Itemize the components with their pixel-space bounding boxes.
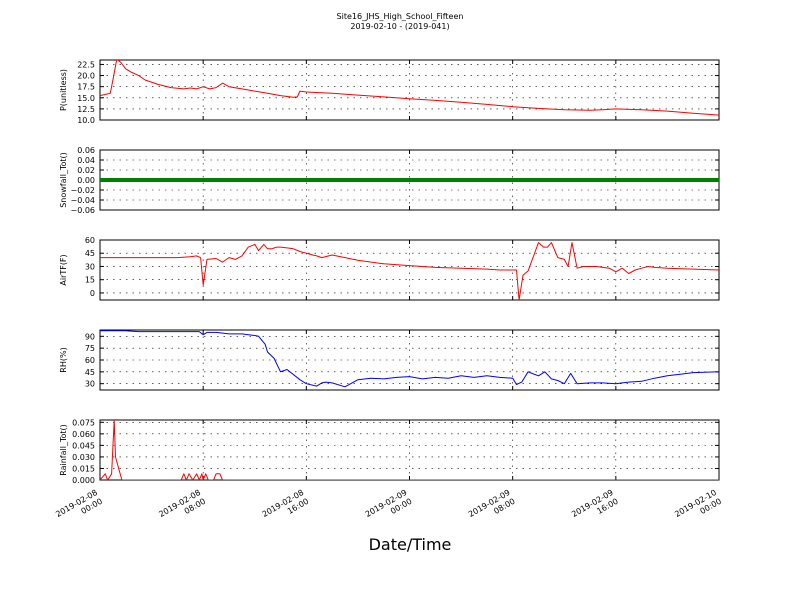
chart-title: Site16_JHS_High_School_Fifteen (337, 12, 464, 21)
y-tick-label: 0.06 (77, 146, 95, 155)
y-tick-label: 30 (85, 380, 95, 389)
y-tick-label: 0.000 (72, 476, 95, 485)
y-tick-label: 0.00 (77, 176, 95, 185)
chart-subtitle: 2019-02-10 - (2019-041) (350, 22, 449, 31)
y-tick-label: 22.5 (77, 60, 95, 69)
y-tick-label: 90 (85, 332, 95, 341)
y-axis-label: Rainfall_Tot() (59, 424, 68, 476)
x-tick-label: 2019-02-0800:00 (54, 488, 104, 528)
subplot-2: 0.060.040.020.00−0.02−0.04−0.06Snowfall_… (59, 146, 720, 215)
y-tick-label: 17.5 (77, 83, 95, 92)
series-line (100, 60, 719, 116)
plot-frame (99, 239, 720, 301)
y-axis-label: RH(%) (59, 347, 68, 372)
y-tick-label: 0.02 (77, 166, 95, 175)
x-tick-label: 2019-02-1000:00 (673, 488, 723, 528)
subplot-3: 60 45 30 15 0 AirTF(F) (59, 236, 720, 301)
plot-frame (99, 59, 720, 121)
y-tick-label: 30 (85, 262, 95, 271)
plot-frame (99, 419, 720, 481)
y-tick-label: 0.075 (72, 418, 95, 427)
series-line (100, 330, 719, 388)
series-line (100, 242, 719, 300)
subplot-5: 0.075 0.060 0.045 0.030 0.015 0.000 Rainfall_T… (59, 418, 720, 485)
y-tick-label: 0 (90, 289, 95, 298)
y-axis-label: Snowfall_Tot() (59, 152, 68, 208)
y-tick-label: 0.015 (72, 464, 95, 473)
subplots: 10.012.515.017.520.022.5P(unitless)0.060… (59, 59, 720, 485)
y-axis-label: AirTF(F) (59, 254, 68, 285)
y-axis-label: P(unitless) (59, 69, 68, 111)
y-tick-label: 0.060 (72, 430, 95, 439)
series-line (100, 420, 719, 480)
y-tick-label: −0.04 (70, 196, 95, 205)
subplot-1: 10.0 12.5 15.0 17.5 20.0 22.5 P(unitless) (59, 59, 720, 125)
x-tick-label: 2019-02-0900:00 (364, 488, 414, 528)
y-tick-label: 12.5 (77, 105, 95, 114)
y-tick-label: 60 (85, 236, 95, 245)
x-tick-label: 2019-02-0916:00 (570, 488, 620, 528)
subplot-4: 90 75 60 45 30 RH(%) (59, 329, 720, 391)
x-tick-label: 2019-02-0808:00 (157, 488, 207, 528)
y-tick-label: 45 (85, 368, 95, 377)
x-tick-label: 2019-02-0816:00 (261, 488, 311, 528)
y-tick-label: 0.030 (72, 453, 95, 462)
plot-frame (99, 329, 720, 391)
y-tick-label: −0.06 (70, 206, 95, 215)
y-tick-label: 10.0 (77, 116, 95, 125)
y-tick-label: 60 (85, 356, 95, 365)
y-tick-label: −0.02 (70, 186, 95, 195)
y-tick-label: 20.0 (77, 72, 95, 81)
x-axis-label: Date/Time (369, 535, 452, 554)
y-tick-label: 0.045 (72, 441, 95, 450)
x-tick-label: 2019-02-0908:00 (467, 488, 517, 528)
x-tick-labels: 2019-02-0800:00 2019-02-0808:00 2019-02-08… (54, 488, 723, 528)
y-tick-label: 0.04 (77, 156, 95, 165)
y-tick-label: 75 (85, 344, 95, 353)
y-tick-label: 45 (85, 249, 95, 258)
y-tick-label: 15.0 (77, 94, 95, 103)
y-tick-label: 15 (85, 276, 95, 285)
